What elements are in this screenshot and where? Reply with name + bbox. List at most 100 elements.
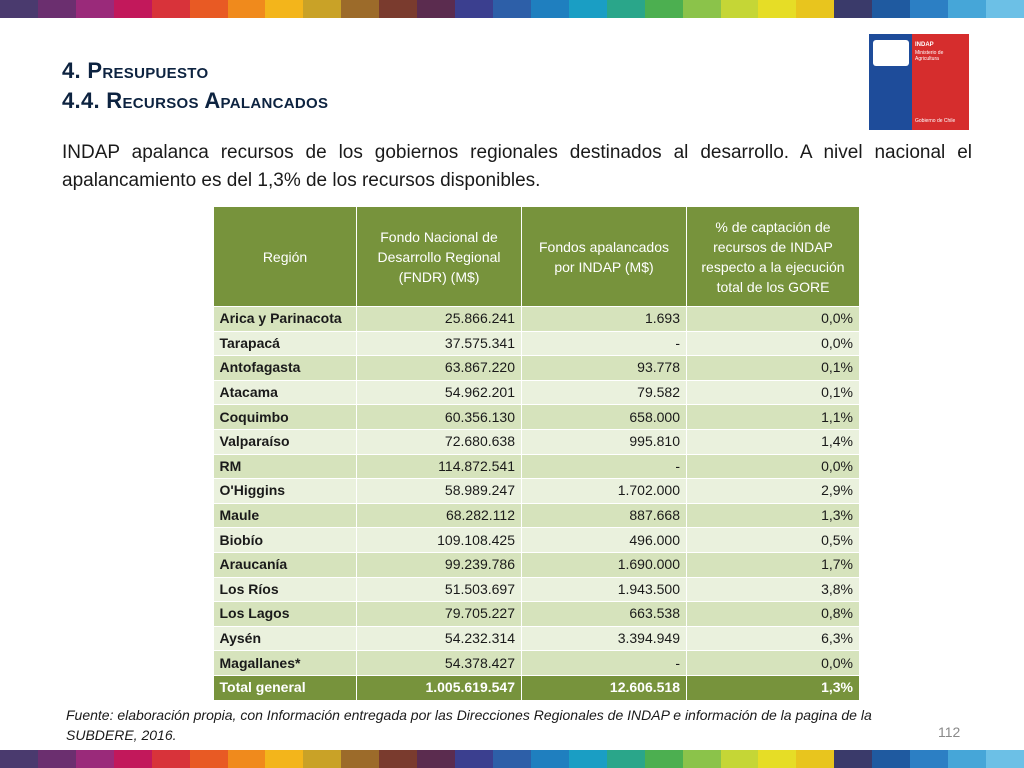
- cell-fondos: 887.668: [521, 503, 687, 529]
- table-row: Aysén 54.232.314 3.394.949 6,3%: [213, 626, 860, 652]
- stripe-segment: [834, 0, 873, 18]
- indap-logo: INDAP Ministerio de Agricultura Gobierno…: [869, 34, 969, 130]
- stripe-segment: [417, 750, 456, 768]
- title-line-1: 4. Presupuesto: [62, 58, 209, 83]
- cell-fondos: 663.538: [521, 601, 687, 627]
- cell-percentage: 1,7%: [686, 552, 860, 578]
- table-row: Tarapacá 37.575.341-0,0%: [213, 331, 860, 357]
- stripe-segment: [910, 750, 949, 768]
- cell-fndr: 99.239.786: [356, 552, 522, 578]
- stripe-segment: [568, 0, 607, 18]
- stripe-segment: [37, 0, 76, 18]
- cell-region: Coquimbo: [213, 404, 357, 430]
- stripe-segment: [37, 750, 76, 768]
- cell-fndr: 54.232.314: [356, 626, 522, 652]
- cell-fndr: 79.705.227: [356, 601, 522, 627]
- stripe-segment: [796, 0, 835, 18]
- table-row: Los Ríos 51.503.697 1.943.500 3,8%: [213, 577, 860, 603]
- cell-region: O'Higgins: [213, 478, 357, 504]
- stripe-segment: [303, 0, 342, 18]
- table-row: RM 114.872.541-0,0%: [213, 454, 860, 480]
- title-line-2: 4.4. Recursos Apalancados: [62, 88, 329, 113]
- table-row: Maule 68.282.112 887.668 1,3%: [213, 503, 860, 529]
- cell-fondos: 1.943.500: [521, 577, 687, 603]
- cell-fndr: 114.872.541: [356, 454, 522, 480]
- stripe-segment: [985, 0, 1024, 18]
- stripe-segment: [606, 0, 645, 18]
- stripe-segment: [985, 750, 1024, 768]
- cell-percentage: 0,1%: [686, 380, 860, 406]
- total-cell-region: Total general: [213, 675, 357, 701]
- cell-region: RM: [213, 454, 357, 480]
- stripe-segment: [606, 750, 645, 768]
- cell-fondos: 1.702.000: [521, 478, 687, 504]
- cell-region: Arica y Parinacota: [213, 306, 357, 332]
- cell-percentage: 0,0%: [686, 331, 860, 357]
- budget-table: Región Fondo Nacional de Desarrollo Regi…: [213, 206, 860, 701]
- stripe-segment: [910, 0, 949, 18]
- cell-fondos: 3.394.949: [521, 626, 687, 652]
- stripe-segment: [265, 750, 304, 768]
- cell-percentage: 6,3%: [686, 626, 860, 652]
- stripe-segment: [189, 750, 228, 768]
- stripe-segment: [568, 750, 607, 768]
- stripe-segment: [720, 750, 759, 768]
- total-cell-percentage: 1,3%: [686, 675, 860, 701]
- stripe-segment: [758, 750, 797, 768]
- cell-region: Valparaíso: [213, 429, 357, 455]
- cell-percentage: 3,8%: [686, 577, 860, 603]
- logo-footer: Gobierno de Chile: [915, 118, 956, 124]
- stripe-segment: [379, 0, 418, 18]
- stripe-segment: [227, 750, 266, 768]
- cell-fndr: 68.282.112: [356, 503, 522, 529]
- cell-percentage: 0,0%: [686, 454, 860, 480]
- logo-name: INDAP: [915, 42, 934, 48]
- stripe-segment: [872, 0, 911, 18]
- stripe-segment: [75, 750, 114, 768]
- cell-fondos: -: [521, 331, 687, 357]
- cell-percentage: 0,8%: [686, 601, 860, 627]
- header-region: Región: [213, 206, 357, 307]
- cell-fndr: 60.356.130: [356, 404, 522, 430]
- stripe-segment: [341, 750, 380, 768]
- cell-fndr: 51.503.697: [356, 577, 522, 603]
- cell-region: Los Lagos: [213, 601, 357, 627]
- cell-percentage: 1,3%: [686, 503, 860, 529]
- stripe-segment: [379, 750, 418, 768]
- cell-fndr: 54.378.427: [356, 650, 522, 676]
- coat-of-arms-icon: [873, 40, 909, 66]
- stripe-segment: [151, 0, 190, 18]
- stripe-segment: [644, 750, 683, 768]
- table-row: Los Lagos 79.705.227 663.538 0,8%: [213, 601, 860, 627]
- stripe-segment: [341, 0, 380, 18]
- header-percentage: % de captación de recursos de INDAP resp…: [686, 206, 860, 307]
- stripe-segment: [834, 750, 873, 768]
- cell-fondos: 1.693: [521, 306, 687, 332]
- cell-fndr: 72.680.638: [356, 429, 522, 455]
- cell-fondos: 995.810: [521, 429, 687, 455]
- cell-percentage: 2,9%: [686, 478, 860, 504]
- cell-percentage: 0,5%: [686, 527, 860, 553]
- cell-region: Araucanía: [213, 552, 357, 578]
- cell-fondos: 79.582: [521, 380, 687, 406]
- cell-percentage: 0,0%: [686, 306, 860, 332]
- table-row: O'Higgins 58.989.247 1.702.000 2,9%: [213, 478, 860, 504]
- stripe-segment: [113, 750, 152, 768]
- cell-fndr: 37.575.341: [356, 331, 522, 357]
- cell-fndr: 63.867.220: [356, 355, 522, 381]
- table-row: Araucanía 99.239.786 1.690.000 1,7%: [213, 552, 860, 578]
- cell-fndr: 54.962.201: [356, 380, 522, 406]
- table-row: Antofagasta 63.867.220 93.778 0,1%: [213, 355, 860, 381]
- table-header-row: Región Fondo Nacional de Desarrollo Regi…: [213, 206, 860, 307]
- page-title: 4. Presupuesto 4.4. Recursos Apalancados: [62, 56, 328, 116]
- stripe-segment: [948, 750, 986, 768]
- stripe-segment: [189, 0, 228, 18]
- page-number: 112: [938, 724, 961, 740]
- stripe-segment: [948, 0, 986, 18]
- table-row: Valparaíso 72.680.638 995.810 1,4%: [213, 429, 860, 455]
- stripe-segment: [113, 0, 152, 18]
- logo-blue-panel: [869, 34, 912, 130]
- cell-fondos: -: [521, 650, 687, 676]
- stripe-segment: [796, 750, 835, 768]
- cell-fndr: 25.866.241: [356, 306, 522, 332]
